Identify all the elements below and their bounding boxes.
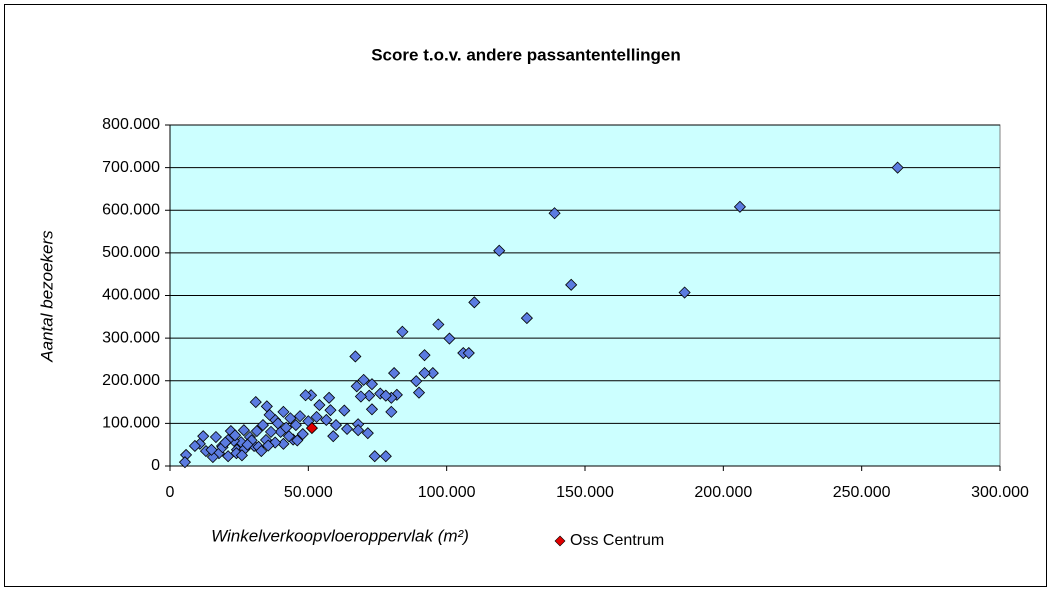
point — [354, 390, 367, 403]
point — [263, 408, 276, 421]
point — [235, 449, 248, 462]
point — [565, 278, 578, 291]
point — [296, 427, 309, 441]
point — [323, 391, 336, 404]
point — [338, 404, 351, 417]
point — [256, 419, 270, 432]
chart-title: Score t.o.v. andere passantentellingen — [371, 45, 681, 64]
point — [264, 425, 278, 438]
point — [209, 430, 222, 444]
point — [289, 419, 302, 432]
point — [388, 367, 401, 380]
y-tick-label: 700.000 — [102, 159, 160, 176]
x-tick-label: 50.000 — [284, 484, 333, 501]
point — [250, 424, 263, 438]
point — [396, 325, 409, 338]
point — [249, 395, 262, 409]
point — [277, 405, 290, 418]
point — [237, 424, 250, 437]
point — [365, 378, 379, 391]
point — [379, 450, 392, 463]
y-tick-label: 500.000 — [102, 244, 160, 261]
point — [228, 429, 242, 442]
point — [350, 380, 363, 393]
point — [299, 389, 312, 402]
y-axis-label: Aantal bezoekers — [37, 230, 56, 363]
point — [310, 410, 323, 424]
point — [284, 412, 297, 425]
legend-label: Oss Centrum — [570, 532, 664, 549]
point — [313, 398, 326, 412]
point — [548, 207, 561, 220]
x-tick-label: 0 — [166, 484, 175, 501]
legend-marker — [554, 535, 566, 547]
x-axis-label: Winkelverkoopvloeroppervlak (m²) — [211, 526, 469, 545]
point — [320, 413, 333, 427]
x-tick-label: 100.000 — [418, 484, 476, 501]
point — [349, 350, 362, 363]
y-tick-label: 300.000 — [102, 329, 160, 346]
point — [352, 424, 365, 437]
point — [733, 200, 746, 213]
point — [305, 421, 318, 435]
point — [293, 410, 307, 423]
point — [418, 349, 431, 362]
point — [205, 443, 218, 456]
point — [241, 438, 254, 451]
point — [329, 419, 343, 432]
point — [412, 386, 426, 399]
point — [291, 434, 304, 447]
point — [410, 375, 423, 388]
point — [327, 430, 340, 443]
point — [432, 318, 445, 331]
point — [280, 421, 293, 434]
point — [443, 332, 456, 345]
point — [357, 373, 370, 386]
point — [206, 450, 219, 464]
point — [363, 389, 376, 402]
x-tick-label: 200.000 — [694, 484, 752, 501]
point — [418, 367, 431, 380]
y-tick-label: 200.000 — [102, 372, 160, 389]
point — [385, 405, 398, 418]
point — [178, 456, 192, 469]
point — [368, 450, 381, 463]
point — [361, 427, 374, 440]
point — [262, 439, 275, 452]
y-tick-label: 100.000 — [102, 415, 160, 432]
point — [493, 244, 506, 257]
point — [324, 404, 337, 417]
point — [219, 436, 232, 449]
x-tick-label: 300.000 — [971, 484, 1029, 501]
point — [271, 417, 284, 430]
point — [379, 389, 392, 402]
point — [365, 403, 379, 416]
point — [341, 422, 354, 435]
point — [678, 286, 691, 299]
point — [891, 161, 904, 174]
point — [197, 430, 210, 443]
point — [269, 436, 282, 449]
point — [468, 296, 481, 309]
y-tick-label: 400.000 — [102, 287, 160, 304]
point — [426, 367, 439, 380]
point — [255, 445, 268, 458]
y-tick-label: 0 — [151, 457, 160, 474]
y-tick-label: 600.000 — [102, 201, 160, 218]
point — [520, 312, 533, 325]
point — [188, 439, 201, 453]
x-tick-label: 150.000 — [556, 484, 614, 501]
x-tick-label: 250.000 — [833, 484, 891, 501]
point — [462, 346, 475, 360]
y-tick-label: 800.000 — [102, 116, 160, 133]
